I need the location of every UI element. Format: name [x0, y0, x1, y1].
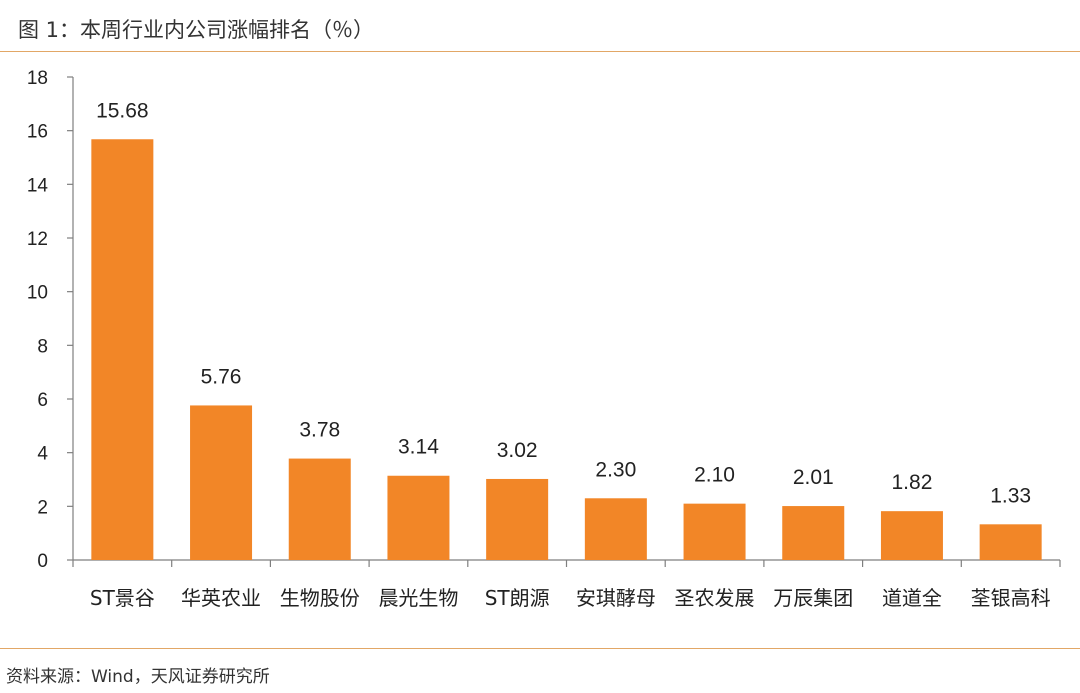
bar [91, 139, 154, 560]
chart-title: 图 1：本周行业内公司涨幅排名（％） [18, 18, 375, 42]
data-label: 3.78 [299, 419, 340, 442]
bars [91, 139, 1042, 560]
top-divider [0, 51, 1080, 52]
data-label: 2.30 [595, 458, 636, 481]
y-tick-label: 14 [27, 175, 49, 196]
bar [387, 475, 450, 560]
data-labels: 15.68 5.76 3.78 3.14 3.02 2.30 2.10 2.01 1.82 1.3… [96, 99, 1031, 507]
y-tick-label: 16 [27, 122, 48, 143]
bar [683, 503, 746, 560]
source-note: 资料来源：Wind，天风证券研究所 [6, 667, 270, 687]
data-label: 15.68 [96, 99, 149, 122]
data-label: 2.01 [793, 466, 834, 489]
y-tick-label: 6 [37, 390, 48, 411]
x-tick-label: 安琪酵母 [576, 586, 656, 610]
y-tick-label: 2 [37, 497, 48, 518]
y-tick-label: 18 [27, 68, 48, 89]
data-label: 1.33 [990, 484, 1031, 507]
x-tick-label: 道道全 [882, 586, 942, 610]
bar [190, 405, 253, 560]
x-tick-label: ST朗源 [485, 586, 550, 610]
y-tick-label: 0 [37, 551, 48, 572]
bottom-divider [0, 648, 1080, 649]
bar [880, 511, 943, 560]
bar [979, 524, 1042, 560]
bar [288, 458, 351, 560]
data-label: 3.02 [497, 439, 538, 462]
bar [486, 478, 549, 560]
x-tick-label: 华英农业 [181, 586, 261, 610]
x-tick-label: 圣农发展 [675, 586, 755, 610]
y-tick-label: 12 [27, 229, 48, 250]
x-tick-labels: ST景谷 华英农业 生物股份 晨光生物 ST朗源 安琪酵母 圣农发展 万辰集团 道道全 荃银高科 [90, 586, 1051, 610]
data-label: 1.82 [892, 471, 933, 494]
bar [782, 506, 845, 560]
bar [584, 498, 647, 560]
y-tick-label: 4 [37, 444, 48, 465]
x-tick-label: 万辰集团 [773, 586, 853, 610]
x-tick-label: 荃银高科 [971, 586, 1051, 610]
data-label: 5.76 [201, 365, 242, 388]
x-tick-label: 生物股份 [280, 586, 360, 610]
data-label: 3.14 [398, 436, 439, 459]
x-tick-label: 晨光生物 [378, 586, 458, 610]
y-tick-label: 8 [37, 336, 48, 357]
data-label: 2.10 [694, 464, 735, 487]
x-tick-label: ST景谷 [90, 586, 155, 610]
y-tick-labels: 0 2 4 6 8 10 12 14 16 18 [27, 68, 49, 572]
y-tick-label: 10 [27, 283, 48, 304]
